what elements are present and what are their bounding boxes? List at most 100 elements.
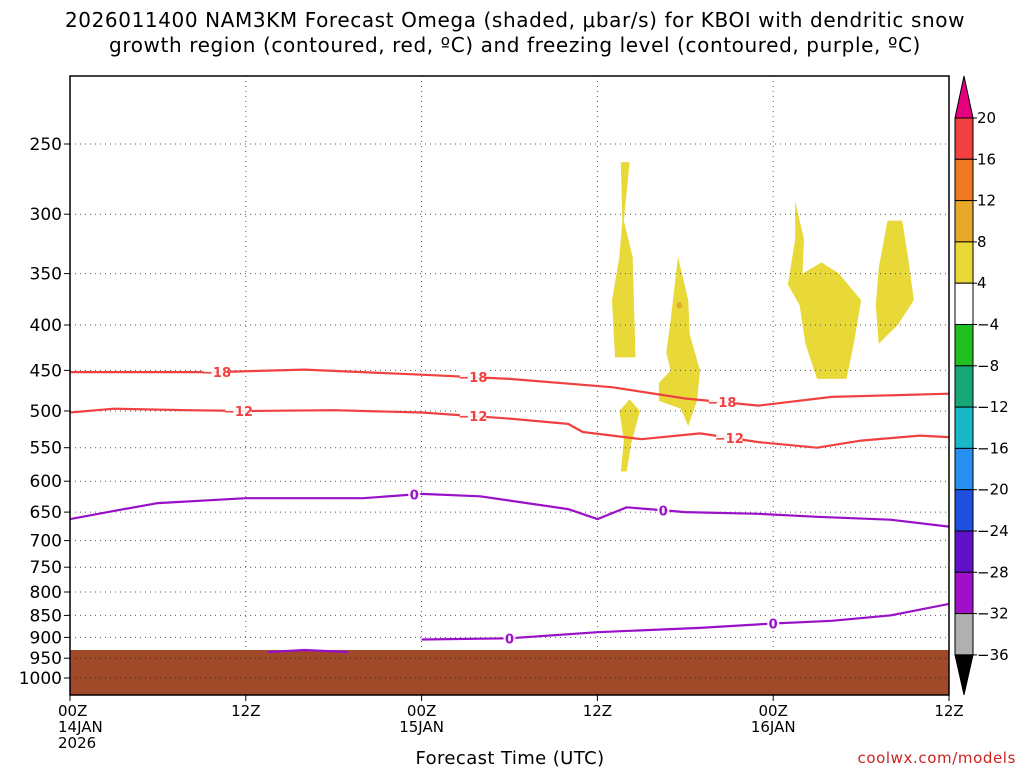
contour-label-bg: [225, 402, 252, 418]
colorbar-segment-6: [954, 324, 974, 367]
y-tick-600: 600: [30, 472, 62, 492]
y-tick-750: 750: [30, 558, 62, 578]
omega-region-2: [619, 399, 640, 472]
contour-label-bg: [408, 486, 421, 502]
x-tick-0-line-2: 14JAN: [58, 718, 103, 736]
colorbar-label-3: 12: [977, 192, 996, 210]
colorbar-label-7: −8: [977, 357, 999, 375]
y-tick-900: 900: [30, 628, 62, 648]
x-tick-60-line-1: 12Z: [934, 702, 963, 720]
contour-label-3-2: 0: [659, 504, 668, 519]
contour-label-bg: [716, 429, 743, 445]
plot-background: [70, 76, 949, 695]
omega-shading-layer: [612, 162, 914, 472]
y-tick-1000: 1000: [19, 669, 62, 689]
colorbar-segment-10: [954, 489, 974, 532]
y-tick-950: 950: [30, 649, 62, 669]
omega-region-1: [612, 162, 636, 358]
colorbar-label-11: −24: [977, 522, 1009, 540]
colorbar-top-arrow: [954, 75, 974, 119]
colorbar-segment-11: [954, 530, 974, 573]
colorbar-segment-4: [954, 241, 974, 284]
y-tick-400: 400: [30, 316, 62, 336]
contour-label-bg: [503, 630, 516, 646]
contour-label-bg: [708, 394, 735, 410]
colorbar-label-5: 4: [977, 274, 987, 292]
x-tick-36-line-1: 12Z: [583, 702, 612, 720]
x-tick-48-line-1: 00Z: [759, 702, 788, 720]
plot-frame: [69, 75, 950, 696]
contour-4: [421, 602, 949, 641]
contour-1: [70, 368, 949, 407]
y-tick-250: 250: [30, 135, 62, 155]
contour-label-1-3: −18: [707, 396, 736, 411]
y-axis: 2503003504004505005506006507007508008509…: [19, 135, 70, 689]
contour-label-1-2: −18: [458, 371, 487, 386]
contour-label-bg: [767, 615, 780, 631]
colorbar-bottom-arrow: [954, 654, 974, 696]
x-tick-24-line-2: 15JAN: [399, 718, 444, 736]
colorbar-segment-9: [954, 447, 974, 491]
colorbar-segment-3: [954, 200, 974, 243]
colorbar-label-6: −4: [977, 316, 999, 334]
contour-label-2-3: −12: [715, 432, 744, 447]
colorbar-label-9: −16: [977, 439, 1009, 457]
omega-region-4: [787, 201, 862, 379]
contour-layer: −18 −18 −18 −12 −12 −12 0 0 0 0: [70, 364, 949, 654]
terrain-layer: [70, 650, 949, 695]
colorbar: 20 16 12 8 4 −4 −8 −12 −16 −20 −24 −28 −32 −36: [954, 75, 1009, 696]
colorbar-label-14: −36: [977, 646, 1009, 664]
chart-title-line-1: 2026011400 NAM3KM Forecast Omega (shaded…: [65, 8, 965, 32]
y-tick-350: 350: [30, 265, 62, 285]
colorbar-segment-5: [954, 282, 974, 326]
colorbar-label-13: −32: [977, 605, 1009, 623]
y-tick-700: 700: [30, 532, 62, 552]
contour-label-bg: [203, 364, 230, 380]
x-tick-0-line-1: 00Z: [58, 702, 87, 720]
terrain-fill: [70, 650, 949, 695]
x-tick-48-line-2: 16JAN: [751, 718, 796, 736]
contour-label-4-2: 0: [769, 617, 778, 632]
plot-area: −18 −18 −18 −12 −12 −12 0 0 0 0: [69, 75, 950, 696]
colorbar-segment-13: [954, 613, 974, 656]
contour-label-3-1: 0: [410, 488, 419, 503]
y-tick-300: 300: [30, 205, 62, 225]
y-tick-800: 800: [30, 583, 62, 603]
x-tick-12-line-1: 12Z: [231, 702, 260, 720]
colorbar-segment-12: [954, 571, 974, 615]
y-tick-450: 450: [30, 361, 62, 381]
omega-region-5: [875, 220, 914, 344]
grid-layer: [70, 76, 949, 695]
y-tick-850: 850: [30, 606, 62, 626]
x-axis-label: Forecast Time (UTC): [416, 748, 605, 768]
colorbar-segment-8: [954, 406, 974, 449]
y-tick-500: 500: [30, 402, 62, 422]
contour-label-bg: [459, 408, 486, 424]
contour-label-4-1: 0: [505, 632, 514, 647]
credit-link[interactable]: coolwx.com/models: [858, 749, 1017, 767]
colorbar-segment-2: [954, 158, 974, 202]
y-tick-550: 550: [30, 439, 62, 459]
x-tick-24-line-1: 00Z: [407, 702, 436, 720]
y-tick-650: 650: [30, 503, 62, 523]
colorbar-label-2: 16: [977, 150, 996, 168]
colorbar-label-10: −20: [977, 481, 1009, 499]
omega-max-spot: [676, 302, 683, 309]
contour-label-1-1: −18: [202, 366, 231, 381]
colorbar-label-8: −12: [977, 398, 1009, 416]
contour-label-2-2: −12: [458, 410, 487, 425]
contour-2: [70, 407, 949, 449]
colorbar-label-12: −28: [977, 563, 1009, 581]
contour-label-bg: [459, 369, 486, 385]
colorbar-segment-7: [954, 365, 974, 408]
contour-label-2-1: −12: [224, 405, 253, 420]
contour-5: [267, 648, 349, 654]
omega-region-3: [658, 256, 700, 427]
chart-title-line-2: growth region (contoured, red, ºC) and f…: [109, 33, 921, 57]
contour-label-bg: [657, 502, 670, 518]
x-tick-0-line-3: 2026: [58, 734, 96, 752]
colorbar-label-4: 8: [977, 233, 987, 251]
contour-3: [70, 492, 949, 528]
